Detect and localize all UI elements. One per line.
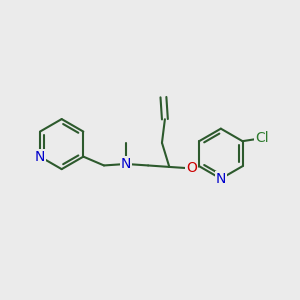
Text: Cl: Cl (255, 131, 268, 145)
Text: N: N (121, 157, 131, 171)
Text: N: N (216, 172, 226, 186)
Text: N: N (35, 150, 45, 164)
Text: O: O (186, 161, 197, 176)
